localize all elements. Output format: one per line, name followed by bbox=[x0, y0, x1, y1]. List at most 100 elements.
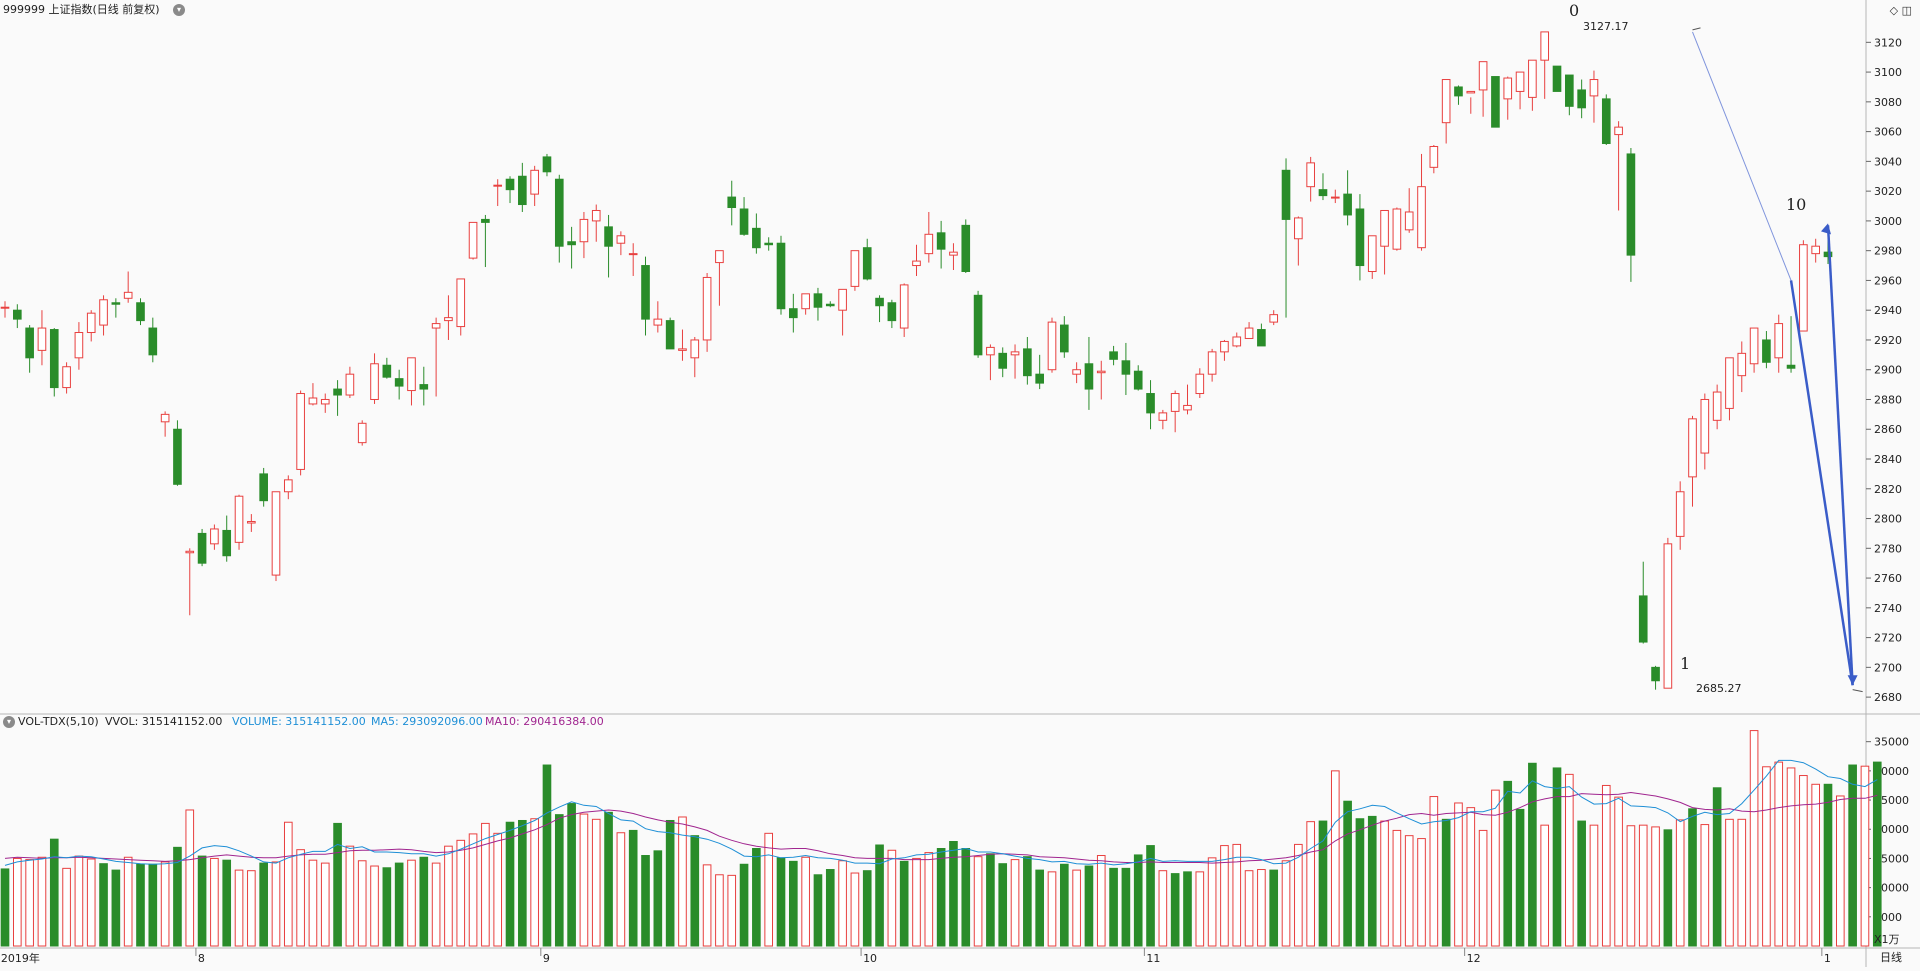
volume-bar bbox=[1306, 821, 1315, 947]
month-tick-label: 1 bbox=[1824, 952, 1831, 965]
candle-body bbox=[1614, 126, 1623, 136]
candle-body bbox=[37, 327, 47, 351]
volume-bar bbox=[1540, 824, 1550, 947]
volume-bar bbox=[604, 811, 613, 947]
candle-body bbox=[382, 364, 392, 378]
volume-bar bbox=[1712, 787, 1722, 947]
candle-body bbox=[185, 550, 195, 554]
candle-body bbox=[271, 491, 281, 576]
candle-body bbox=[1072, 369, 1081, 375]
candle-body bbox=[1737, 352, 1747, 377]
volume-bar bbox=[1417, 838, 1426, 947]
volume-bar bbox=[1010, 859, 1020, 947]
volume-bar bbox=[259, 862, 268, 947]
candle-body bbox=[1084, 363, 1094, 390]
volume-bar bbox=[1146, 845, 1155, 947]
ma5-line bbox=[4, 759, 1878, 866]
candle-body bbox=[25, 327, 34, 359]
candle-body bbox=[99, 299, 108, 326]
volume-bar bbox=[1478, 829, 1488, 947]
price-tick-label: 2820 bbox=[1874, 483, 1902, 496]
volume-bar bbox=[1552, 767, 1562, 947]
volume-unit-label: X1万 bbox=[1874, 933, 1900, 946]
volume-bar bbox=[62, 867, 71, 947]
volume-bar bbox=[1589, 824, 1599, 947]
volume-bar bbox=[518, 819, 527, 947]
candle-body bbox=[998, 352, 1008, 369]
candle-body bbox=[296, 393, 305, 470]
candle-body bbox=[567, 241, 576, 246]
vol-dropdown-icon[interactable]: ▾ bbox=[3, 716, 15, 728]
diamond-icon[interactable]: ◇ bbox=[1889, 4, 1899, 17]
volume-bar bbox=[1035, 869, 1044, 947]
volume-bar bbox=[1429, 796, 1439, 947]
price-tick-label: 2940 bbox=[1874, 304, 1902, 317]
volume-bar bbox=[1774, 761, 1784, 947]
layout-icon[interactable]: ◫ bbox=[1901, 4, 1912, 17]
candle-body bbox=[1688, 418, 1697, 478]
volume-bar bbox=[1848, 764, 1857, 947]
low-price-label: 2685.27 bbox=[1696, 682, 1742, 695]
volume-bar bbox=[1466, 807, 1476, 947]
volume-bar bbox=[210, 857, 219, 947]
volume-bar bbox=[234, 869, 244, 947]
chart-title: 999999 上证指数(日线 前复权) bbox=[3, 3, 160, 16]
candle-body bbox=[924, 233, 934, 255]
volume-bar bbox=[481, 822, 490, 947]
volume-bar bbox=[542, 764, 552, 947]
volume-bar bbox=[678, 816, 687, 947]
candle-body bbox=[1281, 169, 1291, 220]
candle-body bbox=[1330, 196, 1340, 199]
title-dropdown-icon[interactable]: ▾ bbox=[173, 4, 185, 16]
candle-body bbox=[530, 169, 539, 195]
candle-body bbox=[1774, 323, 1784, 359]
volume-bar bbox=[530, 818, 539, 947]
candle-body bbox=[1306, 162, 1315, 188]
volume-bar bbox=[1195, 871, 1205, 947]
volume-bar bbox=[357, 860, 367, 947]
window-controls[interactable]: ◇ ◫ bbox=[1890, 4, 1912, 17]
candle-body bbox=[1515, 71, 1525, 92]
price-tick-label: 3080 bbox=[1874, 96, 1902, 109]
candle-body bbox=[518, 175, 527, 206]
candle-body bbox=[1712, 391, 1722, 421]
candle-body bbox=[49, 329, 59, 389]
high-pointer bbox=[1692, 27, 1701, 31]
vvol-value: VVOL: 315141152.00 bbox=[105, 715, 223, 728]
period-label[interactable]: 日线 bbox=[1880, 951, 1902, 964]
candle-body bbox=[961, 224, 971, 273]
price-tick-label: 2960 bbox=[1874, 274, 1902, 287]
candle-body bbox=[1638, 595, 1648, 643]
volume-bar bbox=[554, 814, 564, 947]
volume-bar bbox=[247, 870, 256, 947]
volume-bar bbox=[1330, 770, 1340, 947]
volume-bar bbox=[185, 809, 195, 947]
volume-bar bbox=[456, 839, 466, 947]
candle-body bbox=[850, 250, 860, 287]
volume-bar bbox=[99, 863, 108, 947]
candle-body bbox=[1552, 65, 1562, 92]
volume-tick-label: 15000 bbox=[1874, 852, 1909, 865]
volume-bar bbox=[825, 869, 835, 947]
price-tick-label: 2780 bbox=[1874, 542, 1902, 555]
month-tick-label: 12 bbox=[1467, 952, 1481, 965]
volume-tick-label: 20000 bbox=[1874, 823, 1909, 836]
candle-body bbox=[1675, 491, 1685, 537]
vol-indicator-name: VOL-TDX(5,10) bbox=[18, 715, 99, 728]
volume-bar bbox=[1072, 869, 1081, 947]
candle-body bbox=[764, 242, 774, 246]
candle-body bbox=[1023, 348, 1032, 377]
candle-body bbox=[1454, 86, 1463, 97]
volume-bar bbox=[1084, 865, 1094, 947]
candle-body bbox=[247, 521, 256, 524]
candle-body bbox=[136, 302, 145, 322]
volume-bar bbox=[1183, 871, 1192, 947]
volume-bar bbox=[1503, 780, 1513, 947]
candle-body bbox=[1651, 666, 1660, 682]
volume-bar bbox=[887, 849, 897, 947]
candle-body bbox=[604, 226, 613, 247]
price-tick-label: 3100 bbox=[1874, 66, 1902, 79]
volume-bar bbox=[1700, 824, 1710, 947]
